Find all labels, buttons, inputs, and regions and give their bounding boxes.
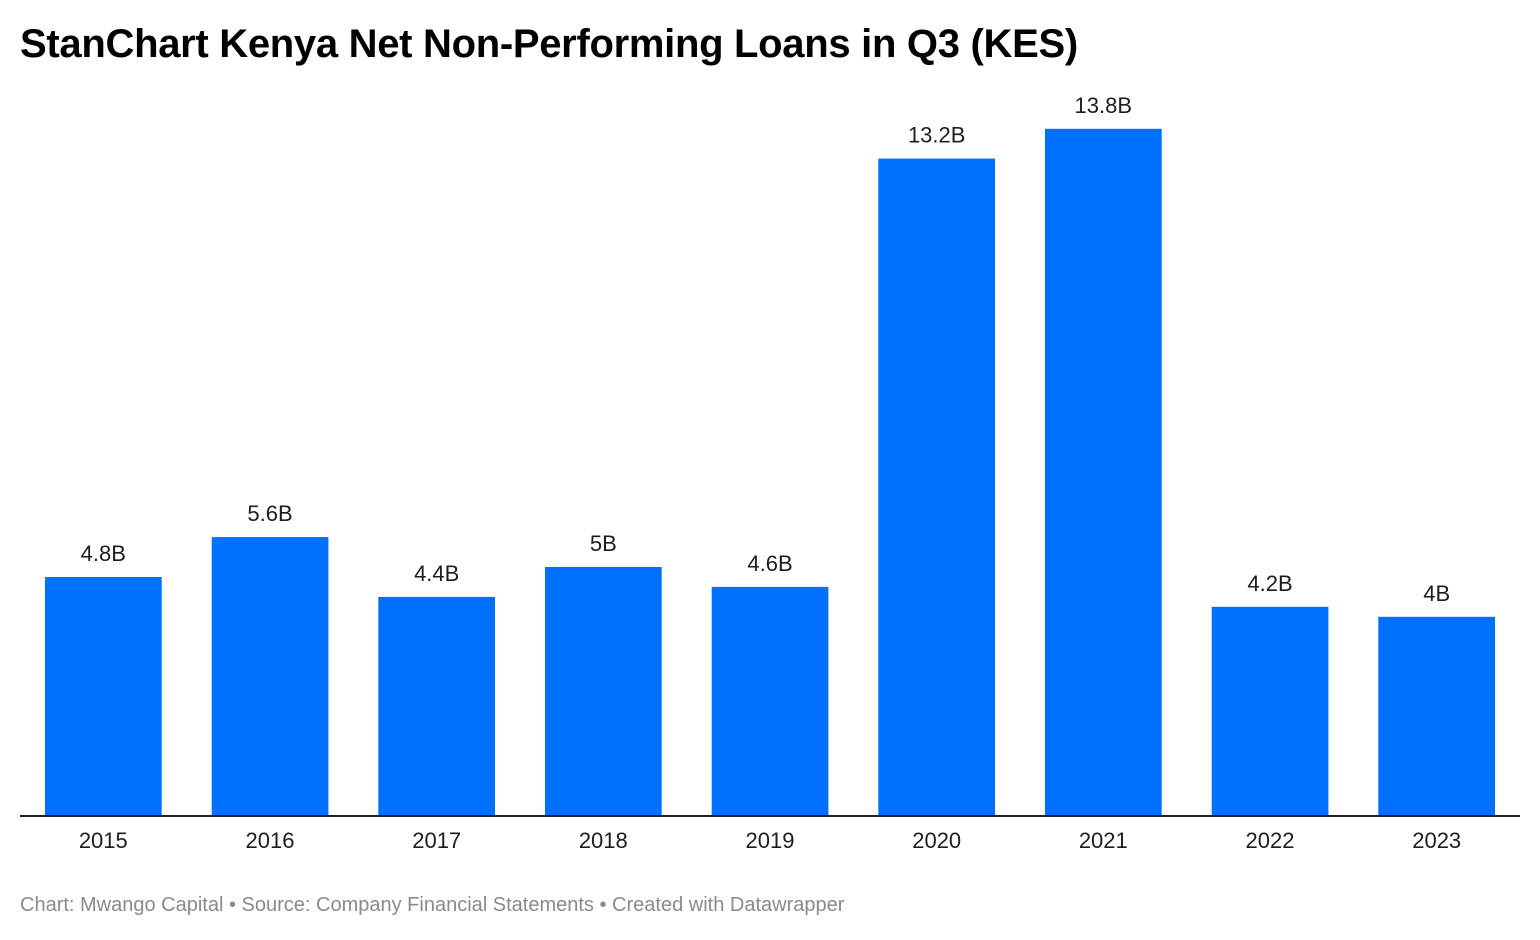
- x-tick-label-2022: 2022: [1246, 828, 1295, 853]
- value-label-2018: 5B: [590, 531, 617, 556]
- value-label-2016: 5.6B: [247, 501, 292, 526]
- value-label-2015: 4.8B: [81, 541, 126, 566]
- chart-title: StanChart Kenya Net Non-Performing Loans…: [20, 22, 1078, 66]
- bar-2016: [211, 537, 329, 816]
- x-tick-labels-group: 2015 2016 2017 2018 2019 2020 2021 2022 2023: [79, 828, 1461, 853]
- x-tick-label-2018: 2018: [579, 828, 628, 853]
- bar-2023: [1378, 616, 1495, 816]
- value-label-2021: 13.8B: [1075, 93, 1133, 118]
- bar-2018: [545, 567, 662, 816]
- value-label-2017: 4.4B: [414, 561, 459, 586]
- x-tick-label-2016: 2016: [246, 828, 295, 853]
- bar-2015: [45, 577, 162, 816]
- bar-2021: [1045, 128, 1162, 817]
- x-tick-label-2015: 2015: [79, 828, 128, 853]
- value-label-2022: 4.2B: [1247, 571, 1292, 596]
- bar-2019: [711, 586, 829, 816]
- x-tick-label-2020: 2020: [912, 828, 961, 853]
- x-tick-label-2023: 2023: [1412, 828, 1461, 853]
- x-tick-label-2019: 2019: [746, 828, 795, 853]
- bar-2022: [1211, 606, 1329, 816]
- bar-2020: [878, 158, 995, 817]
- value-label-2023: 4B: [1423, 581, 1450, 606]
- x-tick-label-2021: 2021: [1079, 828, 1128, 853]
- value-label-2019: 4.6B: [747, 551, 792, 576]
- value-label-2020: 13.2B: [908, 123, 966, 148]
- value-labels-group: 4.8B 5.6B 4.4B 5B 4.6B 13.2B 13.8B 4.2B 4B: [81, 93, 1450, 606]
- bar-2017: [378, 596, 495, 816]
- bars-group: [45, 128, 1495, 817]
- x-tick-label-2017: 2017: [412, 828, 461, 853]
- chart-footer: Chart: Mwango Capital • Source: Company …: [20, 894, 845, 916]
